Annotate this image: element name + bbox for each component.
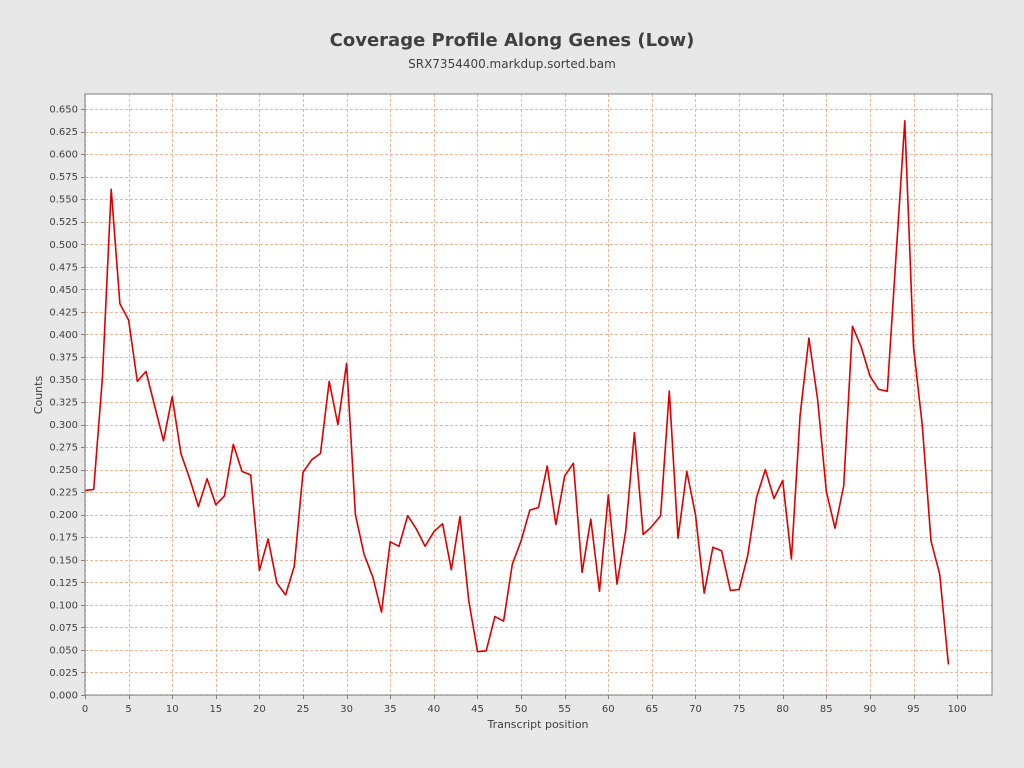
y-tick-label: 0.000	[49, 691, 78, 702]
y-tick-label: 0.175	[49, 533, 78, 544]
x-tick-label: 85	[820, 704, 833, 715]
x-tick-label: 10	[166, 704, 179, 715]
y-tick-label: 0.575	[49, 172, 78, 183]
x-tick-label: 80	[776, 704, 789, 715]
y-tick-label: 0.050	[49, 645, 78, 656]
x-tick-label: 0	[82, 704, 88, 715]
x-tick-label: 95	[907, 704, 920, 715]
y-tick-label: 0.625	[49, 127, 78, 138]
x-tick-label: 25	[297, 704, 310, 715]
y-tick-label: 0.325	[49, 398, 78, 409]
y-tick-label: 0.075	[49, 623, 78, 634]
y-tick-label: 0.275	[49, 443, 78, 454]
chart-subtitle: SRX7354400.markdup.sorted.bam	[408, 57, 616, 71]
y-tick-label: 0.650	[49, 105, 78, 116]
y-tick-label: 0.250	[49, 465, 78, 476]
y-tick-label: 0.025	[49, 668, 78, 679]
x-tick-label: 30	[340, 704, 353, 715]
y-tick-label: 0.475	[49, 262, 78, 273]
x-tick-label: 35	[384, 704, 397, 715]
y-tick-label: 0.100	[49, 600, 78, 611]
series-line-0	[84, 120, 950, 665]
x-tick-label: 100	[948, 704, 967, 715]
x-tick-label: 70	[689, 704, 702, 715]
y-tick-label: 0.225	[49, 488, 78, 499]
x-tick-label: 45	[471, 704, 484, 715]
y-tick-label: 0.300	[49, 420, 78, 431]
plot-border	[84, 93, 993, 696]
x-tick-label: 55	[558, 704, 571, 715]
x-tick-label: 50	[515, 704, 528, 715]
y-axis-label: Counts	[32, 376, 45, 415]
x-axis-label: Transcript position	[486, 718, 588, 731]
y-tick-label: 0.425	[49, 307, 78, 318]
x-tick-label: 75	[733, 704, 746, 715]
x-tick-label: 5	[125, 704, 131, 715]
y-tick-label: 0.200	[49, 510, 78, 521]
series-layer	[84, 120, 950, 665]
y-tick-label: 0.550	[49, 195, 78, 206]
x-tick-label: 90	[864, 704, 877, 715]
plot-area	[85, 94, 992, 695]
y-tick-label: 0.125	[49, 578, 78, 589]
y-tick-label: 0.350	[49, 375, 78, 386]
y-tick-label: 0.600	[49, 150, 78, 161]
y-tick-label: 0.400	[49, 330, 78, 341]
x-tick-label: 65	[646, 704, 659, 715]
y-tick-label: 0.500	[49, 240, 78, 251]
x-tick-label: 15	[209, 704, 222, 715]
axes-layer: 0 5 10 15 20 25 30 35 40 45 50 55 60 65 70 75 80 85 90 95 10…	[49, 105, 966, 715]
y-tick-label: 0.450	[49, 285, 78, 296]
x-tick-label: 40	[427, 704, 440, 715]
y-tick-label: 0.375	[49, 352, 78, 363]
y-tick-label: 0.150	[49, 555, 78, 566]
x-tick-label: 20	[253, 704, 266, 715]
y-tick-label: 0.525	[49, 217, 78, 228]
chart-title: Coverage Profile Along Genes (Low)	[329, 30, 695, 51]
x-tick-label: 60	[602, 704, 615, 715]
